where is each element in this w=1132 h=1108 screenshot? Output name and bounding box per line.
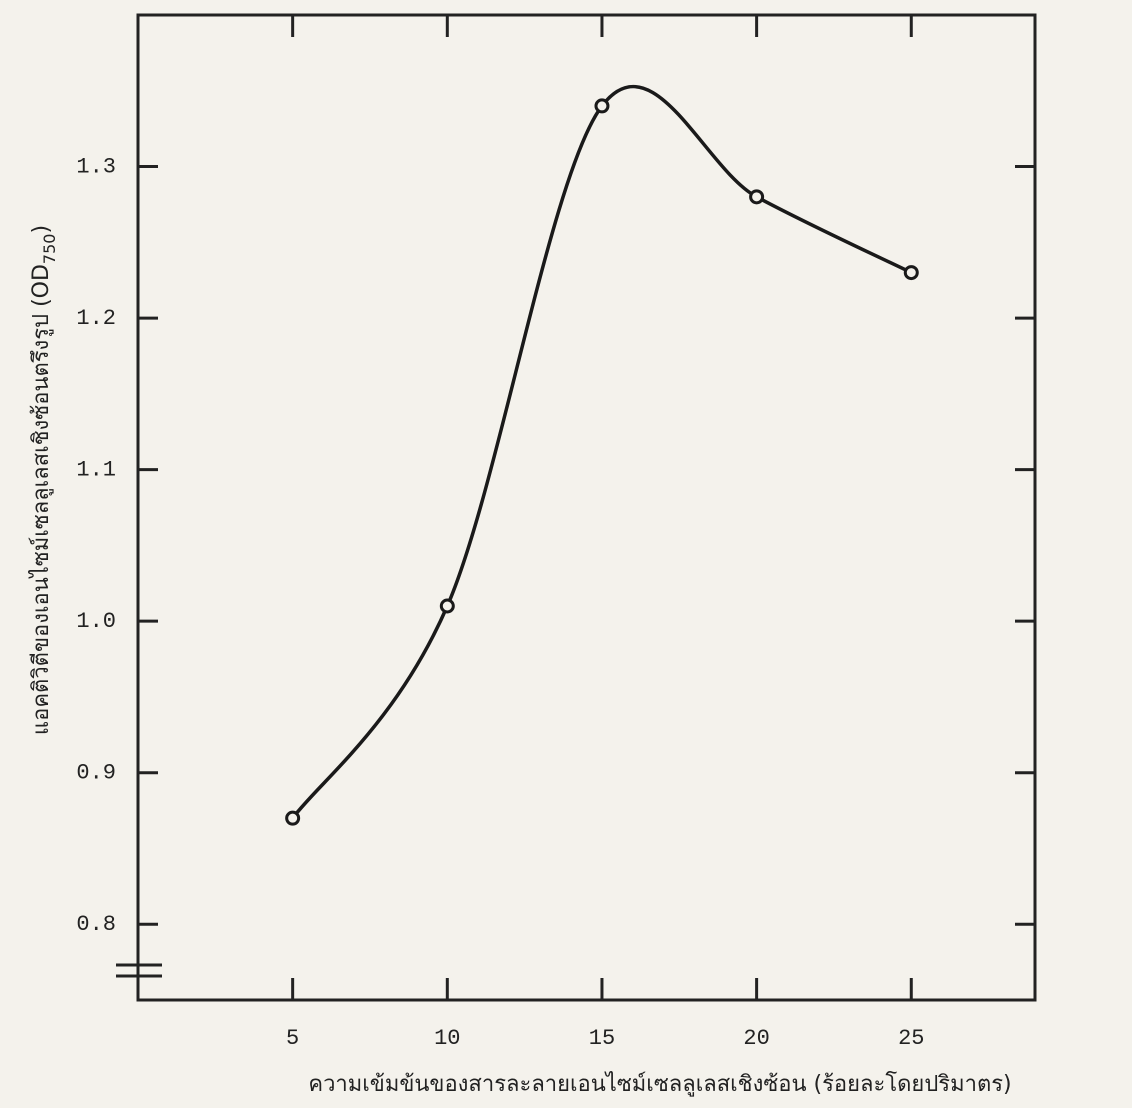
- x-tick-label: 15: [589, 1026, 615, 1051]
- y-tick-label: 1.2: [76, 306, 116, 331]
- y-tick-label: 1.0: [76, 609, 116, 634]
- data-point: [749, 189, 765, 205]
- y-axis-label: แอคติวิตีของเอนไซม์เซลลูเลสเชิงซ้อนตรึงร…: [28, 225, 59, 735]
- y-tick-label: 1.3: [76, 154, 116, 179]
- y-label-subscript: 750: [40, 234, 59, 265]
- data-point: [285, 810, 301, 826]
- axis-break: [116, 963, 162, 978]
- x-axis-label: ความเข้มข้นของสารละลายเอนไซม์เซลลูเลสเชิ…: [308, 1071, 1011, 1097]
- data-point: [594, 98, 610, 114]
- plot-frame: [136, 13, 1037, 1002]
- y-tick-label: 1.1: [76, 457, 116, 482]
- y-tick-label: 0.9: [76, 761, 116, 786]
- x-tick-label: 25: [898, 1026, 924, 1051]
- data-point: [903, 265, 919, 281]
- data-line: [291, 85, 913, 820]
- data-point: [439, 598, 455, 614]
- x-tick-label: 5: [286, 1026, 299, 1051]
- y-tick-label: 0.8: [76, 912, 116, 937]
- y-label-close: ): [29, 225, 54, 234]
- x-tick-label: 10: [434, 1026, 460, 1051]
- y-label-main: แอคติวิตีของเอนไซม์เซลลูเลสเชิงซ้อนตรึงร…: [28, 264, 54, 735]
- x-tick-label: 20: [743, 1026, 769, 1051]
